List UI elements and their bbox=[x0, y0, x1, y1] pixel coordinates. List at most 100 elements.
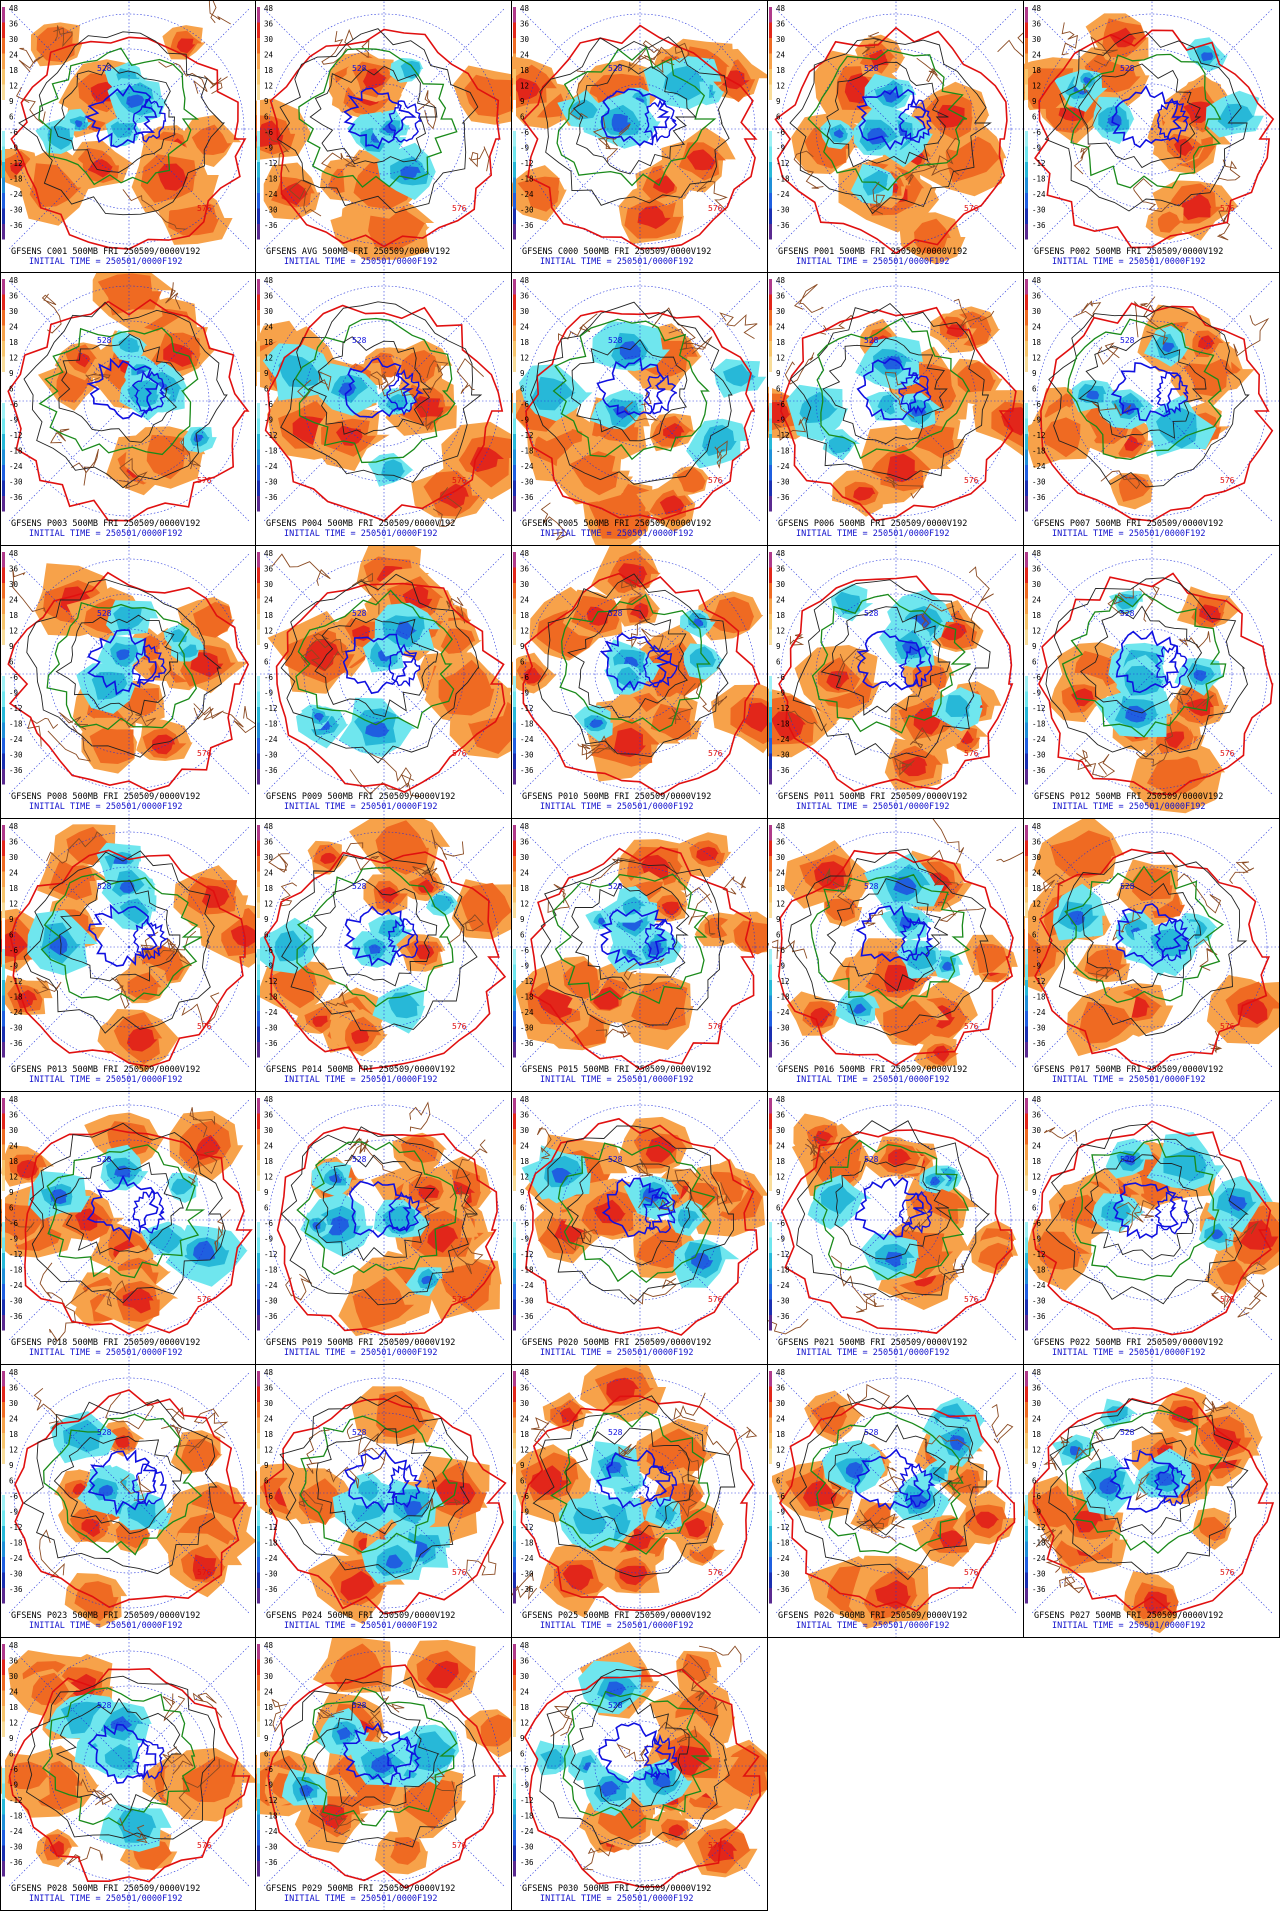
colorbar-tick-label: -18 bbox=[264, 447, 278, 456]
coastlines bbox=[1076, 585, 1214, 778]
colorbar: 48 36 30 24 18 12 9 6 -6 -9 -12 -18 -24 -30 -36 bbox=[769, 276, 790, 512]
colorbar-tick-label: 6 bbox=[776, 1477, 781, 1486]
colorbar-tick-label: -18 bbox=[9, 720, 23, 729]
colorbar-tick-label: -24 bbox=[776, 462, 790, 471]
colorbar-tick-label: -36 bbox=[776, 1312, 790, 1321]
contour-label: 528 bbox=[864, 1155, 879, 1164]
colorbar-tick-label: 30 bbox=[520, 1126, 530, 1135]
colorbar-tick-label: 9 bbox=[520, 915, 525, 924]
colorbar-tick-label: 9 bbox=[776, 97, 781, 106]
colorbar-tick-label: -24 bbox=[776, 1281, 790, 1290]
colorbar-tick-label: -24 bbox=[520, 735, 534, 744]
colorbar-tick-label: 30 bbox=[1032, 1399, 1042, 1408]
colorbar-tick-label: -9 bbox=[9, 1781, 18, 1790]
colorbar-tick-label: 24 bbox=[1032, 869, 1042, 878]
coastlines bbox=[1035, 1396, 1229, 1594]
contour-label: 576 bbox=[708, 1295, 723, 1304]
colorbar-tick-label: 18 bbox=[1032, 66, 1042, 75]
colorbar-tick-label: 18 bbox=[9, 611, 19, 620]
colorbar-tick-label: 9 bbox=[264, 915, 269, 924]
colorbar-tick-label: -9 bbox=[9, 416, 18, 425]
colorbar-tick-label: 30 bbox=[776, 35, 786, 44]
panel-title: GFSENS P030 500MB FRI 250509/0000V192 bbox=[522, 1884, 712, 1894]
colorbar: 48 36 30 24 18 12 9 6 -6 -9 -12 -18 -24 -30 -36 bbox=[2, 4, 23, 240]
colorbar-tick-label: -24 bbox=[1032, 190, 1046, 199]
colorbar-tick-label: -12 bbox=[776, 1250, 790, 1259]
colorbar-tick-label: 6 bbox=[1032, 1204, 1037, 1213]
panel-initial-time: INITIAL TIME = 250501/0000F192 bbox=[540, 802, 694, 812]
colorbar-tick-label: 30 bbox=[520, 580, 530, 589]
coastlines bbox=[787, 566, 994, 776]
coastlines bbox=[264, 29, 490, 217]
colorbar-tick-label: -36 bbox=[264, 1858, 278, 1867]
colorbar-tick-label: 12 bbox=[264, 354, 273, 363]
colorbar-tick-label: 36 bbox=[9, 1111, 19, 1120]
colorbar-tick-label: 30 bbox=[776, 307, 786, 316]
colorbar-tick-label: 6 bbox=[520, 113, 525, 122]
panel-initial-time: INITIAL TIME = 250501/0000F192 bbox=[540, 1075, 694, 1085]
colorbar-tick-label: -36 bbox=[520, 221, 534, 230]
colorbar-tick-label: 9 bbox=[9, 1188, 14, 1197]
ensemble-map-panel: 528 576 48 36 30 24 18 12 9 6 -6 -9 -12 -18 -24 -30 -36 G… bbox=[256, 819, 512, 1092]
colorbar-tick-label: -24 bbox=[264, 462, 278, 471]
colorbar-tick-label: 12 bbox=[264, 1173, 273, 1182]
ensemble-map-panel: 528 576 48 36 30 24 18 12 9 6 -6 -9 -12 -18 -24 -30 -36 G… bbox=[512, 819, 768, 1092]
panel-initial-time: INITIAL TIME = 250501/0000F192 bbox=[284, 802, 438, 812]
colorbar-tick-label: -24 bbox=[9, 190, 23, 199]
contour-label: 576 bbox=[708, 1841, 723, 1850]
colorbar-tick-label: 9 bbox=[9, 369, 14, 378]
colorbar-tick-label: 48 bbox=[776, 822, 786, 831]
colorbar-tick-label: 18 bbox=[520, 338, 530, 347]
colorbar-tick-label: -9 bbox=[1032, 144, 1041, 153]
colorbar-tick-label: -30 bbox=[264, 1024, 278, 1033]
colorbar-tick-label: 48 bbox=[520, 549, 530, 558]
coastlines bbox=[298, 1423, 497, 1582]
ensemble-map-panel: 528 576 48 36 30 24 18 12 9 6 -6 -9 -12 -18 -24 -30 -36 G… bbox=[0, 1092, 256, 1365]
colorbar-tick-label: 30 bbox=[9, 853, 19, 862]
height-contours bbox=[774, 26, 1008, 255]
colorbar-tick-label: 30 bbox=[264, 35, 274, 44]
panel-title: GFSENS P015 500MB FRI 250509/0000V192 bbox=[522, 1065, 712, 1075]
panel-title: GFSENS P013 500MB FRI 250509/0000V192 bbox=[11, 1065, 201, 1075]
contour-label: 576 bbox=[197, 1022, 212, 1031]
colorbar-tick-label: -24 bbox=[520, 1554, 534, 1563]
ensemble-map-panel: 528 576 48 36 30 24 18 12 9 6 -6 -9 -12 -18 -24 -30 -36 G… bbox=[0, 0, 256, 273]
colorbar-tick-label: -36 bbox=[1032, 493, 1046, 502]
colorbar-tick-label: -24 bbox=[520, 1827, 534, 1836]
panel-title: GFSENS P019 500MB FRI 250509/0000V192 bbox=[266, 1338, 456, 1348]
contour-label: 576 bbox=[197, 476, 212, 485]
colorbar-tick-label: -9 bbox=[520, 689, 529, 698]
colorbar-tick-label: 18 bbox=[264, 1157, 274, 1166]
colorbar-tick-label: 24 bbox=[520, 1688, 530, 1697]
colorbar-tick-label: 6 bbox=[776, 1204, 781, 1213]
colorbar-tick-label: -24 bbox=[520, 1281, 534, 1290]
colorbar-tick-label: -30 bbox=[776, 1297, 790, 1306]
height-contours bbox=[263, 851, 507, 1071]
panel-initial-time: INITIAL TIME = 250501/0000F192 bbox=[29, 802, 183, 812]
colorbar: 48 36 30 24 18 12 9 6 -6 -9 -12 -18 -24 -30 -36 bbox=[513, 1368, 534, 1604]
colorbar-tick-label: -36 bbox=[9, 493, 23, 502]
colorbar-tick-label: 6 bbox=[9, 1204, 14, 1213]
colorbar-tick-label: -24 bbox=[9, 1554, 23, 1563]
colorbar-tick-label: -30 bbox=[520, 751, 534, 760]
colorbar-tick-label: 30 bbox=[520, 1399, 530, 1408]
colorbar-tick-label: 12 bbox=[1032, 1173, 1041, 1182]
colorbar-tick-label: 18 bbox=[264, 338, 274, 347]
ensemble-map-panel: 528 576 48 36 30 24 18 12 9 6 -6 -9 -12 -18 -24 -30 -36 G… bbox=[512, 546, 768, 819]
colorbar-tick-label: -9 bbox=[520, 416, 529, 425]
colorbar-tick-label: -6 bbox=[1032, 1219, 1042, 1228]
panel-initial-time: INITIAL TIME = 250501/0000F192 bbox=[796, 802, 950, 812]
colorbar-tick-label: 30 bbox=[9, 307, 19, 316]
colorbar-tick-label: -30 bbox=[9, 206, 23, 215]
colorbar-tick-label: 9 bbox=[9, 97, 14, 106]
contour-label: 528 bbox=[864, 336, 879, 345]
colorbar-tick-label: 36 bbox=[1032, 292, 1042, 301]
contour-label: 576 bbox=[964, 1568, 979, 1577]
ensemble-map-panel: 528 576 48 36 30 24 18 12 9 6 -6 -9 -12 -18 -24 -30 -36 G… bbox=[256, 0, 512, 273]
panel-title: GFSENS P010 500MB FRI 250509/0000V192 bbox=[522, 792, 712, 802]
colorbar-tick-label: 36 bbox=[264, 1384, 274, 1393]
colorbar-tick-label: -9 bbox=[9, 1235, 18, 1244]
colorbar-tick-label: 36 bbox=[1032, 565, 1042, 574]
colorbar-tick-label: -18 bbox=[1032, 447, 1046, 456]
lat-lon-grid bbox=[256, 546, 511, 818]
